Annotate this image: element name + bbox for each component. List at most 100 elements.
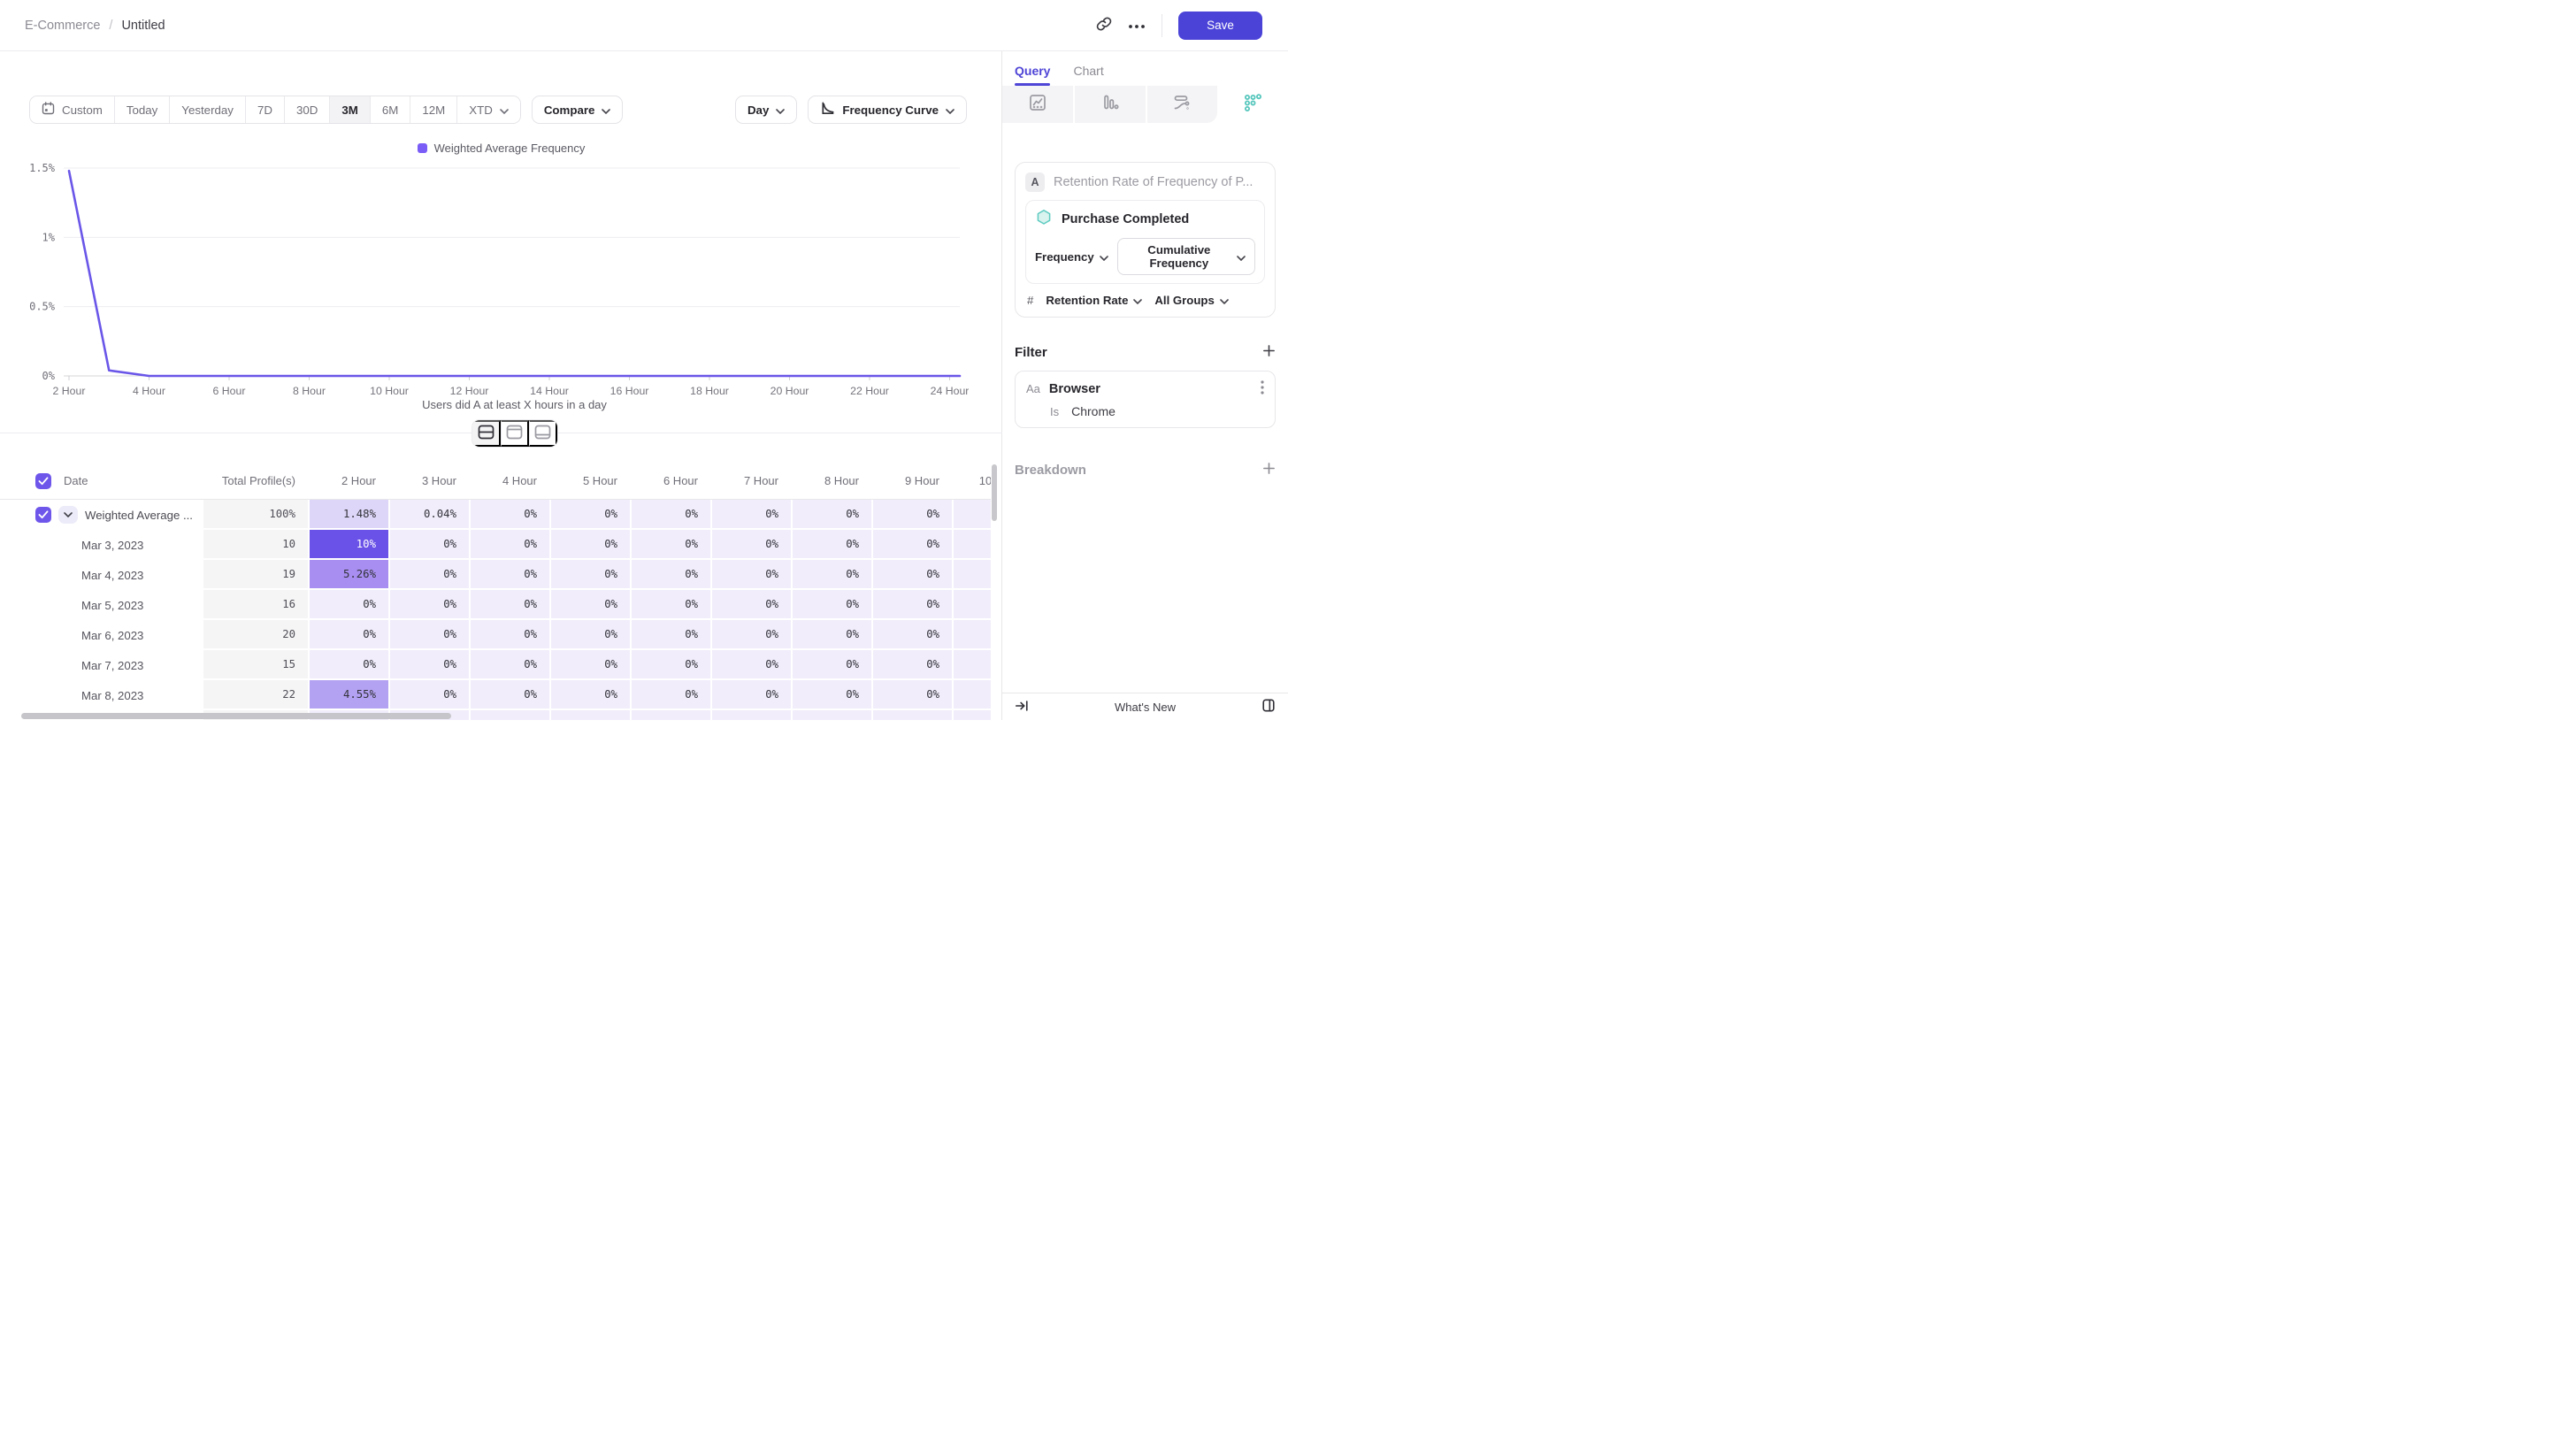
table-row: Weighted Average ... 100% 1.48% 0.04% 0% 0% 0%…	[0, 500, 991, 530]
top-header: E-Commerce / Untitled Save	[0, 0, 1288, 51]
analytics-report-app: E-Commerce / Untitled Save Custom Today Ye	[0, 0, 1288, 720]
report-type-retention[interactable]	[1217, 86, 1288, 123]
breakdown-section-header: Breakdown	[1015, 462, 1276, 478]
range-today[interactable]: Today	[113, 96, 170, 123]
retention-table: Date Total Profile(s) 2 Hour 3 Hour 4 Hour 5 …	[0, 463, 991, 720]
breadcrumb-project[interactable]: E-Commerce	[25, 18, 101, 33]
whats-new-link[interactable]: What's New	[1115, 700, 1176, 714]
tab-chart-label: Chart	[1073, 64, 1104, 78]
granularity-dropdown[interactable]: Day	[734, 96, 798, 124]
range-label: 3M	[341, 103, 358, 117]
save-button[interactable]: Save	[1178, 11, 1262, 40]
frequency-value-label: Cumulative Frequency	[1147, 243, 1211, 270]
column-header: Date	[64, 474, 88, 487]
range-label: Today	[126, 103, 158, 117]
plus-icon	[1262, 462, 1276, 478]
x-tick-label: 18 Hour	[690, 385, 729, 397]
chart-only-view-icon	[506, 425, 523, 442]
table-header-row: Date Total Profile(s) 2 Hour 3 Hour 4 Hour 5 …	[0, 463, 991, 500]
collapse-panel-button[interactable]	[1015, 699, 1029, 716]
main-layout: Custom Today Yesterday 7D 30D 3M 6M 12M XTD Comp…	[0, 51, 1288, 720]
layout-split-view-button[interactable]	[472, 420, 501, 447]
copy-link-button[interactable]	[1096, 16, 1112, 34]
retention-value-cell: 0%	[710, 500, 791, 530]
more-options-button[interactable]	[1128, 19, 1146, 32]
add-filter-button[interactable]	[1262, 344, 1276, 360]
retention-value-cell: 0.04%	[388, 500, 469, 530]
row-label-cell: Mar 4, 2023	[81, 568, 144, 582]
layout-toggle-group	[472, 419, 558, 448]
x-tick-label: 22 Hour	[850, 385, 889, 397]
retention-value-cell	[952, 710, 991, 720]
chevron-down-icon	[602, 103, 611, 117]
range-12m[interactable]: 12M	[410, 96, 457, 123]
chart-style-dropdown[interactable]: Frequency Curve	[808, 96, 967, 124]
measure-dropdown[interactable]: Retention Rate	[1046, 294, 1143, 307]
groups-dropdown[interactable]: All Groups	[1154, 294, 1229, 307]
row-checkbox[interactable]	[35, 507, 51, 523]
filter-value: Chrome	[1071, 404, 1116, 418]
filter-property: Browser	[1048, 381, 1100, 396]
retention-value-cell	[952, 620, 991, 650]
report-type-insights[interactable]	[1002, 86, 1075, 123]
retention-value-cell: 0%	[871, 500, 952, 530]
x-tick-label: 10 Hour	[370, 385, 409, 397]
retention-value-cell: 0%	[549, 590, 630, 620]
compare-button[interactable]: Compare	[531, 96, 624, 124]
range-custom[interactable]: Custom	[30, 96, 114, 123]
retention-value-cell	[952, 590, 991, 620]
frequency-dropdown[interactable]: Frequency	[1035, 250, 1108, 264]
range-yesterday[interactable]: Yesterday	[169, 96, 245, 123]
retention-value-cell: 0%	[388, 680, 469, 710]
retention-value-cell	[871, 710, 952, 720]
column-header: 3 Hour	[421, 474, 456, 487]
breadcrumb-separator: /	[109, 18, 113, 33]
breadcrumb-page-title[interactable]: Untitled	[121, 18, 165, 33]
retention-value-cell: 0%	[630, 500, 710, 530]
retention-value-cell: 0%	[791, 590, 871, 620]
query-panel: Query Chart	[1002, 51, 1288, 720]
chevron-down-icon	[500, 103, 509, 117]
range-30d[interactable]: 30D	[283, 96, 330, 123]
side-panel-toggle-button[interactable]	[1261, 698, 1276, 716]
range-6m[interactable]: 6M	[369, 96, 410, 123]
filter-condition-row[interactable]: Is Chrome	[1026, 404, 1264, 418]
filter-property-row[interactable]: Aa Browser	[1026, 380, 1264, 397]
retention-value-cell	[710, 710, 791, 720]
retention-value-cell: 0%	[871, 650, 952, 680]
retention-value-cell: 0%	[549, 500, 630, 530]
range-3m[interactable]: 3M	[329, 96, 370, 123]
layout-chart-only-view-button[interactable]	[501, 420, 529, 447]
table-only-view-icon	[534, 425, 551, 442]
column-header: 9 Hour	[904, 474, 939, 487]
filter-menu-button[interactable]	[1261, 380, 1264, 397]
tab-chart[interactable]: Chart	[1073, 64, 1103, 86]
range-label: 7D	[257, 103, 272, 117]
range-7d[interactable]: 7D	[244, 96, 284, 123]
vertical-scrollbar[interactable]	[992, 464, 997, 521]
insights-chart-icon	[1028, 93, 1047, 117]
horizontal-scrollbar[interactable]	[21, 713, 451, 719]
retention-value-cell: 0%	[308, 650, 388, 680]
retention-value-cell: 0%	[469, 560, 549, 590]
layout-table-only-view-button[interactable]	[529, 420, 557, 447]
column-header: 5 Hour	[582, 474, 617, 487]
y-tick-label: 0.5%	[29, 301, 56, 313]
retention-value-cell: 1.48%	[308, 500, 388, 530]
frequency-value-dropdown[interactable]: Cumulative Frequency	[1116, 238, 1255, 275]
retention-value-cell: 0%	[710, 680, 791, 710]
range-xtd[interactable]: XTD	[456, 96, 520, 123]
row-label: Weighted Average ...	[85, 508, 193, 522]
retention-value-cell	[952, 560, 991, 590]
frequency-row: Frequency Cumulative Frequency	[1035, 238, 1255, 275]
select-all-checkbox[interactable]	[35, 472, 51, 489]
expand-row-button[interactable]	[58, 506, 78, 524]
panel-body: A Retention Rate of Frequency of P... Pu…	[1002, 162, 1288, 478]
retention-value-cell: 0%	[549, 650, 630, 680]
add-breakdown-button[interactable]	[1262, 462, 1276, 478]
event-hexagon-icon	[1035, 209, 1053, 230]
report-type-flows[interactable]	[1146, 86, 1218, 123]
report-type-funnels[interactable]	[1074, 86, 1147, 123]
tab-query[interactable]: Query	[1015, 64, 1051, 86]
event-card[interactable]: Purchase Completed Frequency Cumulative …	[1025, 200, 1265, 284]
